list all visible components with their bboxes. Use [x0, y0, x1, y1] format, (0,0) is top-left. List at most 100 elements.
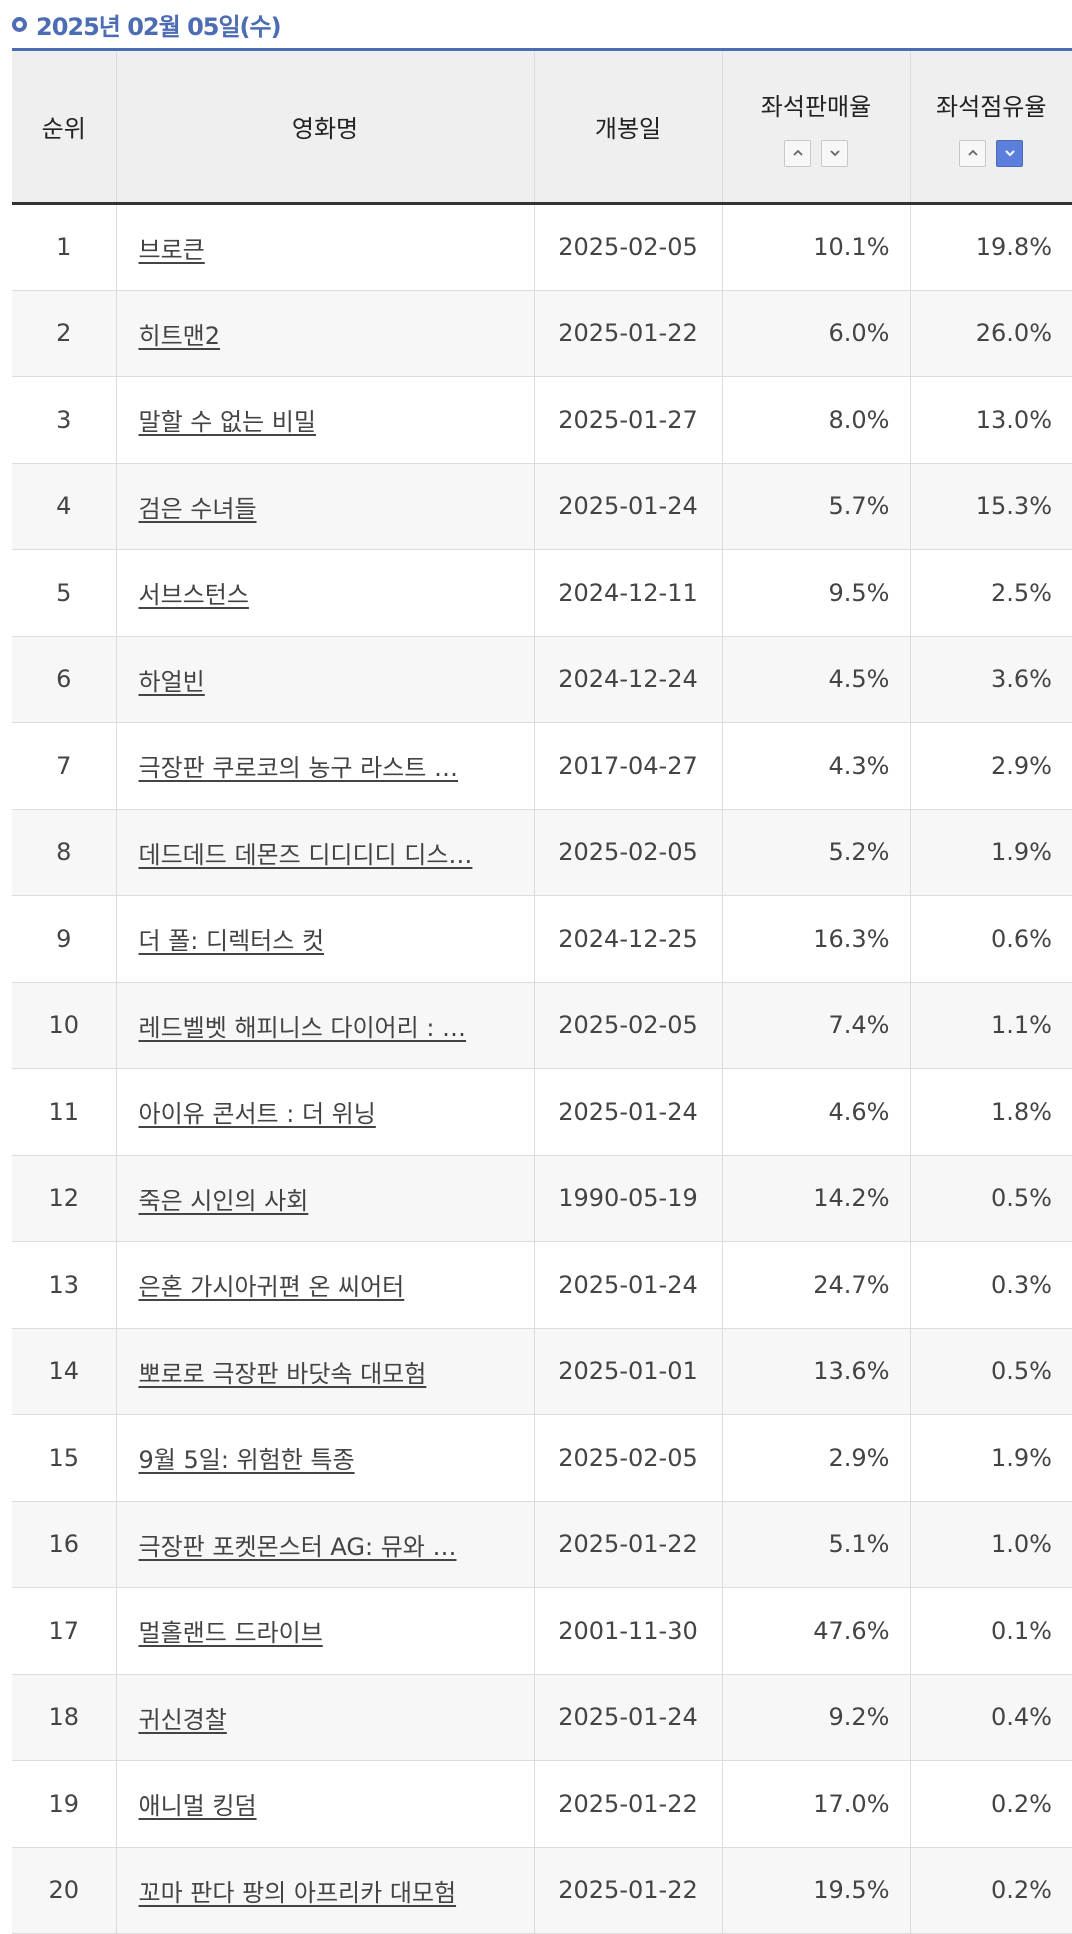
table-row: 16 극장판 포켓몬스터 AG: 뮤와 … 2025-01-22 5.1% 1.0%: [12, 1501, 1072, 1588]
movie-title-link[interactable]: 검은 수녀들: [138, 494, 257, 523]
sales-rate-cell: 6.0%: [721, 290, 910, 377]
title-cell: 말할 수 없는 비밀: [115, 376, 534, 464]
table-row: 15 9월 5일: 위험한 특종 2025-02-05 2.9% 1.9%: [12, 1414, 1072, 1502]
column-header-sales-rate: 좌석판매율: [721, 48, 910, 205]
movie-title-link[interactable]: 꼬마 판다 팡의 아프리카 대모험: [138, 1878, 457, 1907]
title-cell: 더 폴: 디렉터스 컷: [115, 895, 534, 983]
rank-cell: 9: [12, 895, 116, 983]
movie-title-link[interactable]: 극장판 포켓몬스터 AG: 뮤와 …: [138, 1532, 457, 1561]
occupancy-rate-cell: 1.9%: [909, 1414, 1072, 1502]
movie-title-link[interactable]: 죽은 시인의 사회: [138, 1186, 309, 1215]
sort-sales-asc-button[interactable]: [784, 139, 811, 167]
title-cell: 극장판 포켓몬스터 AG: 뮤와 …: [115, 1501, 534, 1588]
movie-title-link[interactable]: 하얼빈: [138, 667, 205, 696]
rank-cell: 16: [12, 1501, 116, 1588]
movie-title-link[interactable]: 데드데드 데몬즈 디디디디 디스…: [138, 840, 473, 869]
sales-rate-cell: 47.6%: [721, 1587, 910, 1675]
release-date-cell: 2025-01-24: [533, 463, 722, 550]
table-row: 18 귀신경찰 2025-01-24 9.2% 0.4%: [12, 1674, 1072, 1761]
sales-rate-cell: 5.1%: [721, 1501, 910, 1588]
column-header-rank: 순위: [12, 48, 116, 205]
sales-rate-cell: 17.0%: [721, 1760, 910, 1848]
sort-occupancy-desc-button[interactable]: [996, 139, 1024, 167]
release-date-cell: 2025-01-01: [533, 1328, 722, 1415]
movie-title-link[interactable]: 귀신경찰: [138, 1705, 227, 1734]
release-date-cell: 1990-05-19: [533, 1155, 722, 1242]
table-row: 20 꼬마 판다 팡의 아프리카 대모험 2025-01-22 19.5% 0.2%: [12, 1847, 1072, 1934]
release-date-cell: 2024-12-11: [533, 549, 722, 637]
table-row: 7 극장판 쿠로코의 농구 라스트 … 2017-04-27 4.3% 2.9%: [12, 722, 1072, 810]
release-date-cell: 2025-01-22: [533, 1501, 722, 1588]
release-date-cell: 2017-04-27: [533, 722, 722, 810]
title-cell: 극장판 쿠로코의 농구 라스트 …: [115, 722, 534, 810]
occupancy-rate-cell: 2.9%: [909, 722, 1072, 810]
occupancy-rate-cell: 26.0%: [909, 290, 1072, 377]
occupancy-rate-cell: 0.3%: [909, 1241, 1072, 1329]
movie-title-link[interactable]: 히트맨2: [138, 321, 221, 350]
release-date-cell: 2025-01-22: [533, 290, 722, 377]
table-row: 5 서브스턴스 2024-12-11 9.5% 2.5%: [12, 549, 1072, 637]
sales-rate-cell: 9.5%: [721, 549, 910, 637]
date-title-bar: 2025년 02월 05일(수): [12, 0, 282, 48]
table-row: 4 검은 수녀들 2025-01-24 5.7% 15.3%: [12, 463, 1072, 550]
column-header-sales-rate-label: 좌석판매율: [760, 92, 872, 121]
release-date-cell: 2025-02-05: [533, 203, 722, 291]
release-date-cell: 2024-12-25: [533, 895, 722, 983]
table-row: 19 애니멀 킹덤 2025-01-22 17.0% 0.2%: [12, 1760, 1072, 1848]
column-header-occupancy-rate: 좌석점유율: [909, 48, 1072, 205]
chevron-down-icon: [829, 150, 840, 157]
table-row: 11 아이유 콘서트 : 더 위닝 2025-01-24 4.6% 1.8%: [12, 1068, 1072, 1156]
occupancy-rate-cell: 0.2%: [909, 1847, 1072, 1934]
column-header-rank-label: 순위: [41, 115, 86, 143]
movie-title-link[interactable]: 서브스턴스: [138, 581, 249, 610]
movie-title-link[interactable]: 브로큰: [138, 235, 205, 264]
movie-title-link[interactable]: 말할 수 없는 비밀: [138, 408, 316, 437]
release-date-cell: 2025-01-22: [533, 1847, 722, 1934]
movie-title-link[interactable]: 멀홀랜드 드라이브: [138, 1619, 323, 1648]
release-date-cell: 2024-12-24: [533, 636, 722, 723]
table-row: 3 말할 수 없는 비밀 2025-01-27 8.0% 13.0%: [12, 376, 1072, 464]
table-row: 14 뽀로로 극장판 바닷속 대모험 2025-01-01 13.6% 0.5%: [12, 1328, 1072, 1415]
table-row: 1 브로큰 2025-02-05 10.1% 19.8%: [12, 203, 1072, 291]
occupancy-rate-cell: 0.2%: [909, 1760, 1072, 1848]
sales-rate-cell: 19.5%: [721, 1847, 910, 1934]
movie-title-link[interactable]: 뽀로로 극장판 바닷속 대모험: [138, 1359, 427, 1388]
movie-title-link[interactable]: 더 폴: 디렉터스 컷: [138, 927, 325, 956]
sort-sales-desc-button[interactable]: [821, 139, 848, 167]
occupancy-rate-cell: 0.5%: [909, 1328, 1072, 1415]
table-header-row: 순위 영화명 개봉일 좌석판매율: [12, 48, 1072, 205]
movie-ranking-table: 순위 영화명 개봉일 좌석판매율: [12, 48, 1072, 1934]
sales-rate-cell: 7.4%: [721, 982, 910, 1069]
rank-cell: 12: [12, 1155, 116, 1242]
rank-cell: 19: [12, 1760, 116, 1848]
chevron-up-icon: [792, 149, 803, 156]
title-cell: 하얼빈: [115, 636, 534, 723]
rank-cell: 20: [12, 1847, 116, 1934]
sales-rate-cell: 2.9%: [721, 1414, 910, 1502]
title-cell: 브로큰: [115, 203, 534, 291]
column-header-release: 개봉일: [533, 48, 722, 205]
occupancy-rate-cell: 19.8%: [909, 203, 1072, 291]
rank-cell: 3: [12, 376, 116, 464]
sales-rate-cell: 5.7%: [721, 463, 910, 550]
rank-cell: 4: [12, 463, 116, 550]
movie-title-link[interactable]: 레드벨벳 해피니스 다이어리 : …: [138, 1013, 467, 1042]
movie-title-link[interactable]: 애니멀 킹덤: [138, 1792, 257, 1821]
movie-title-link[interactable]: 9월 5일: 위험한 특종: [138, 1446, 355, 1475]
movie-title-link[interactable]: 은혼 가시아귀편 온 씨어터: [138, 1273, 405, 1302]
movie-title-link[interactable]: 아이유 콘서트 : 더 위닝: [138, 1100, 376, 1129]
occupancy-rate-cell: 1.8%: [909, 1068, 1072, 1156]
chevron-up-icon: [968, 149, 978, 156]
release-date-cell: 2025-01-24: [533, 1068, 722, 1156]
rank-cell: 10: [12, 982, 116, 1069]
table-row: 12 죽은 시인의 사회 1990-05-19 14.2% 0.5%: [12, 1155, 1072, 1242]
sort-occupancy-asc-button[interactable]: [959, 139, 987, 167]
occupancy-rate-cell: 2.5%: [909, 549, 1072, 637]
rank-cell: 1: [12, 203, 116, 291]
rank-cell: 7: [12, 722, 116, 810]
sales-rate-cell: 24.7%: [721, 1241, 910, 1329]
title-cell: 아이유 콘서트 : 더 위닝: [115, 1068, 534, 1156]
occupancy-rate-cell: 0.5%: [909, 1155, 1072, 1242]
release-date-cell: 2025-01-24: [533, 1674, 722, 1761]
movie-title-link[interactable]: 극장판 쿠로코의 농구 라스트 …: [138, 754, 458, 783]
